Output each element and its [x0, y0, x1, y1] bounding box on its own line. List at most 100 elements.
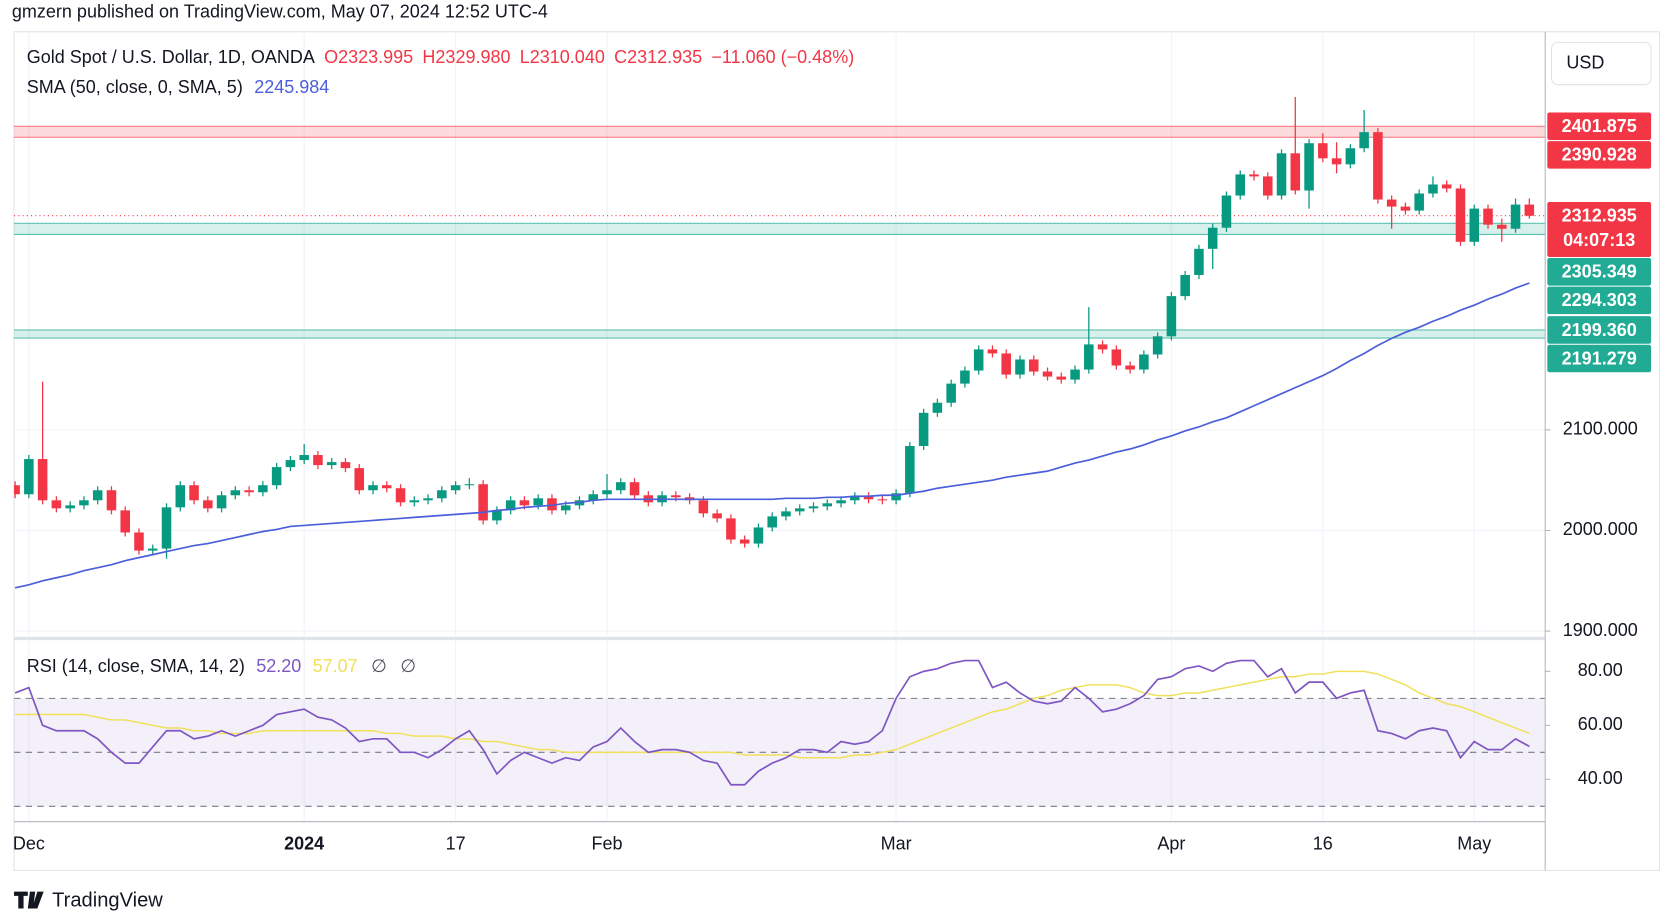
rsi-ma-value: 57.07 [313, 656, 358, 676]
candle-body [216, 495, 227, 509]
price-label-box [1547, 286, 1652, 315]
candle-body [505, 500, 516, 511]
candle-body [616, 482, 626, 491]
rsi-y-tick-label: 40.00 [1578, 768, 1623, 788]
candle-body [1166, 296, 1177, 337]
candle-body [836, 500, 846, 504]
candle-body [602, 490, 612, 495]
rsi-line [14, 659, 1530, 786]
candle-body [1180, 274, 1190, 297]
candle-body [1056, 376, 1067, 380]
candle-body [1373, 132, 1383, 200]
candle-body [120, 510, 130, 533]
price-label-box [1547, 344, 1652, 373]
price-label: 2294.303 [1562, 290, 1637, 310]
candle-body [1139, 354, 1149, 370]
candle-body [905, 445, 915, 494]
candle-body [271, 467, 282, 486]
x-tick-label: 17 [446, 834, 466, 854]
price-label-box [1547, 316, 1652, 344]
candle-body [1097, 344, 1108, 350]
candle-body [189, 485, 199, 501]
candle-body [313, 455, 323, 466]
candle-body [1276, 153, 1287, 196]
candle-body [533, 498, 543, 506]
candle-body [822, 503, 833, 507]
price-label: 2312.935 [1562, 206, 1637, 226]
candle-body [492, 510, 502, 521]
candle-body [519, 500, 530, 506]
candle-body [382, 485, 392, 489]
candle-body [588, 494, 599, 501]
frame [13, 31, 1661, 871]
candle-body [629, 482, 640, 496]
candle-body [698, 500, 709, 514]
x-tick-label: Mar [881, 834, 912, 854]
candle-body [1262, 176, 1273, 196]
candle-body [1111, 349, 1122, 366]
currency-box[interactable] [1551, 41, 1652, 86]
price-label-box [1547, 258, 1652, 286]
candle-body [808, 506, 819, 509]
candle-body [423, 498, 433, 501]
rsi-y-tick-label: 80.00 [1578, 660, 1623, 680]
candle-body [850, 496, 860, 501]
candle-body [147, 548, 158, 551]
candle-body [24, 459, 34, 495]
quote: O2323.995 [324, 47, 413, 67]
candle-body [1441, 184, 1452, 189]
candle-body [92, 490, 103, 501]
candle-body [299, 455, 309, 461]
x-tick-label: May [1457, 834, 1491, 854]
price-label: 2390.928 [1562, 145, 1637, 165]
candle-body [161, 507, 172, 549]
candle-body [368, 485, 378, 491]
candle-body [863, 496, 874, 500]
candle-body [1318, 143, 1328, 159]
price-label: 2305.349 [1562, 262, 1637, 282]
candle-body [1235, 174, 1245, 196]
candle-body [1524, 204, 1535, 216]
candle-body [1028, 359, 1039, 372]
candle-body [767, 516, 777, 528]
candle-body [1497, 224, 1507, 229]
y-tick-label: 2000.000 [1563, 519, 1638, 539]
candle-body [285, 460, 296, 468]
candle-body [37, 459, 48, 501]
brand-logo [14, 891, 44, 909]
candle-body [395, 488, 406, 503]
candle-body [326, 462, 337, 466]
sma-value: 2245.984 [254, 77, 329, 97]
candle-body [973, 349, 984, 371]
candle-body [1414, 193, 1424, 211]
zone [14, 126, 1546, 138]
candle-body [1194, 248, 1204, 275]
candle-body [712, 513, 722, 519]
candle-body [1207, 227, 1218, 249]
candle-body [1221, 195, 1232, 228]
price-label: 2401.875 [1562, 116, 1637, 136]
candle-body [230, 490, 241, 496]
candle-body [65, 505, 75, 509]
candle-body [14, 485, 20, 495]
candle-body [340, 462, 351, 469]
y-tick-label: 2100.000 [1563, 419, 1638, 439]
price-label: 2199.360 [1562, 320, 1637, 340]
candle-body [726, 518, 736, 540]
price-label: 2191.279 [1562, 348, 1637, 368]
plot [14, 96, 1546, 807]
rsi-extra: ∅ [371, 656, 387, 676]
price-label-box [1547, 201, 1652, 258]
candle-body [1042, 371, 1053, 377]
candle-body [1015, 359, 1025, 375]
x-tick-label: Apr [1157, 834, 1185, 854]
zone [14, 223, 1546, 235]
candle-body [794, 508, 805, 512]
rsi-band-fill [14, 698, 1546, 807]
legend: Gold Spot / U.S. Dollar, 1D, OANDA O2323… [27, 47, 854, 67]
candle-body [1359, 132, 1369, 149]
candle-body [1386, 199, 1397, 207]
candle-body [1084, 344, 1094, 370]
